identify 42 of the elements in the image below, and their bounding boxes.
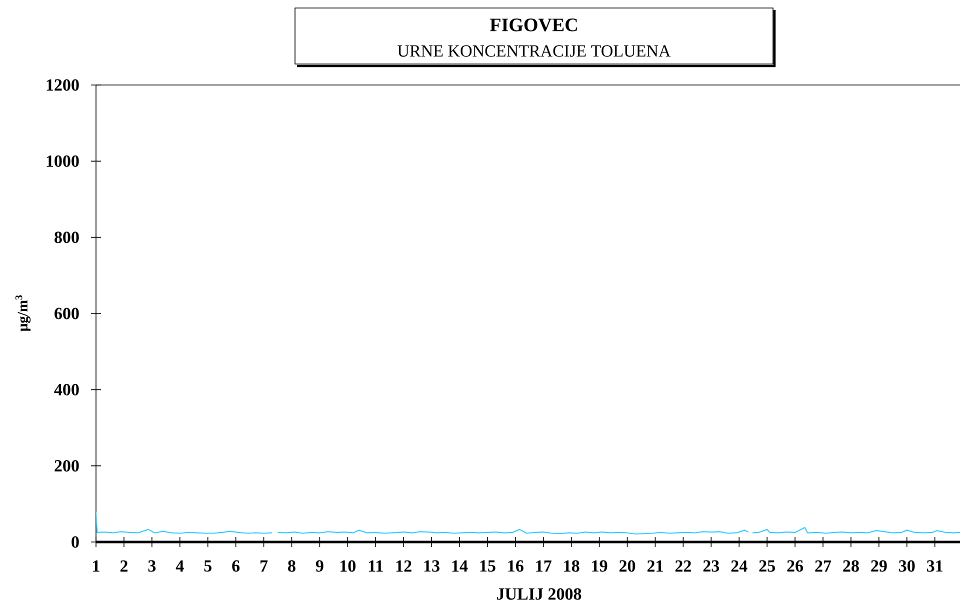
y-tick-label: 200 — [54, 460, 79, 472]
x-tick-label: 11 — [368, 560, 383, 572]
x-tick-label: 30 — [899, 560, 915, 572]
x-tick-label: 4 — [176, 560, 184, 572]
y-tick-label: 0 — [72, 536, 79, 548]
x-tick-label: 14 — [452, 560, 468, 572]
x-tick-label: 13 — [424, 560, 440, 572]
y-tick-label: 600 — [54, 308, 79, 320]
x-tick-label: 20 — [619, 560, 636, 572]
x-tick-label: 17 — [536, 560, 552, 572]
x-tick-label: 8 — [288, 560, 296, 572]
x-tick-label: 9 — [316, 560, 324, 572]
y-tick-label: 1200 — [46, 79, 79, 91]
x-axis-title: JULIJ 2008 — [497, 588, 582, 600]
x-tick-label: 7 — [260, 560, 268, 572]
x-tick-label: 18 — [564, 560, 580, 572]
x-tick-label: 19 — [592, 560, 608, 572]
x-tick-label: 3 — [148, 560, 156, 572]
y-tick-label: 800 — [54, 232, 79, 244]
x-tick-label: 15 — [480, 560, 496, 572]
x-tick-label: 10 — [340, 560, 356, 572]
x-tick-label: 23 — [703, 560, 720, 572]
y-tick-label: 1000 — [46, 155, 79, 167]
x-tick-label: 21 — [647, 560, 663, 572]
x-tick-label: 29 — [871, 560, 887, 572]
x-tick-label: 1 — [93, 560, 100, 572]
x-tick-label: 31 — [926, 560, 942, 572]
x-tick-label: 27 — [815, 560, 832, 572]
x-tick-label: 26 — [787, 560, 804, 572]
x-tick-label: 2 — [120, 560, 128, 572]
x-tick-label: 25 — [759, 560, 775, 572]
x-tick-label: 6 — [232, 560, 240, 572]
x-tick-label: 22 — [675, 560, 691, 572]
x-tick-label: 12 — [396, 560, 412, 572]
y-tick-label: 400 — [54, 384, 79, 396]
y-axis-title: μg/m$^{3}$ — [15, 295, 31, 332]
x-tick-label: 5 — [204, 560, 212, 572]
chart-subtitle: URNE KONCENTRACIJE TOLUENA — [398, 45, 671, 57]
x-tick-label: 24 — [731, 560, 748, 572]
x-tick-label: 16 — [508, 560, 524, 572]
x-tick-label: 28 — [843, 560, 859, 572]
chart-title: FIGOVEC — [490, 18, 577, 32]
